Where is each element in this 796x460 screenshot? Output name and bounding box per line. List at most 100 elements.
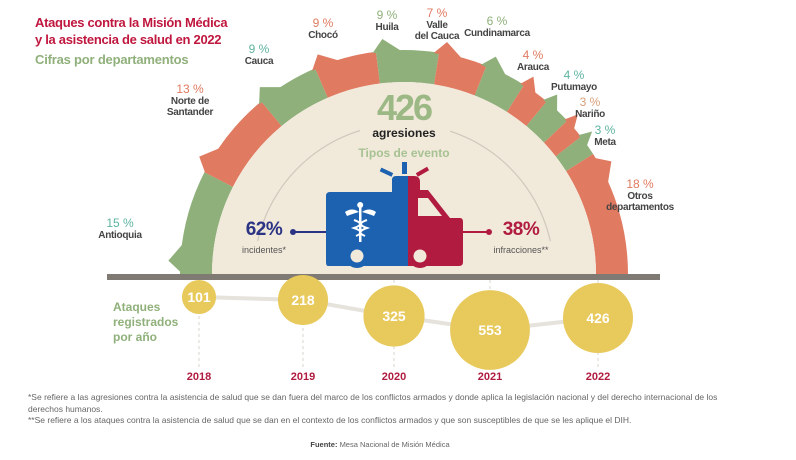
wheel-right-hub	[413, 249, 427, 263]
department-name: Valle	[426, 20, 448, 31]
year-label: 2021	[477, 371, 503, 383]
department-label: 3 % Nariño	[575, 95, 605, 120]
donut-segment-9	[543, 120, 581, 157]
siren-ray-right	[415, 166, 430, 177]
infographic-subtitle: Cifras por departamentos	[35, 52, 189, 67]
department-percent: 9 %	[248, 42, 270, 56]
year-label: 2020	[381, 371, 407, 383]
incidents-share: 62% incidentes*	[242, 220, 286, 258]
donut-segment-4	[375, 50, 440, 85]
department-name: Otros	[627, 191, 653, 202]
department-name: Norte de	[170, 96, 210, 107]
yearly-title-line: registrados	[113, 315, 179, 329]
infractions-dot	[486, 229, 492, 235]
department-label: 13 % Norte de Santander	[167, 83, 214, 118]
year-label: 2019	[290, 371, 316, 383]
department-percent: 6 %	[486, 14, 508, 28]
source-label: Fuente:	[310, 440, 338, 449]
footnote-infractions: **Se refiere a los ataques contra la asi…	[28, 415, 632, 425]
yearly-bubble-chart	[181, 274, 634, 370]
yearly-chart-title: Ataques registrados por año	[113, 300, 178, 345]
department-name: Cauca	[244, 56, 274, 67]
donut-segment-10	[555, 136, 594, 172]
incidents-dot	[290, 229, 296, 235]
donut-segment-5	[434, 52, 487, 96]
department-name: Cundinamarca	[464, 28, 530, 39]
infractions-label: infracciones**	[493, 245, 549, 255]
donut-segment-spike	[199, 148, 220, 173]
donut-segment-7	[506, 84, 547, 127]
infractions-value: 38%	[502, 219, 540, 240]
year-bubble-2022	[562, 282, 634, 354]
department-percent: 4 %	[522, 48, 544, 62]
source-text: Mesa Nacional de Misión Médica	[339, 440, 450, 449]
department-percent: 15 %	[106, 216, 134, 230]
department-name: Huila	[375, 22, 399, 33]
department-label: 7 % Valle del Cauca	[414, 6, 460, 42]
department-name: del Cauca	[414, 31, 460, 42]
department-percent: 3 %	[579, 95, 601, 109]
year-bubble-2018	[181, 279, 217, 315]
department-name: Putumayo	[551, 82, 597, 93]
department-label: 3 % Meta	[594, 124, 616, 148]
year-bubble-value: 325	[382, 308, 406, 324]
title-line-1: Ataques contra la Misión Médica	[35, 15, 228, 30]
year-bubble-value: 218	[291, 292, 315, 308]
department-label: 9 % Cauca	[244, 42, 274, 67]
donut-segment-spike	[543, 94, 558, 112]
department-percent: 9 %	[312, 16, 334, 30]
department-name: Antioquia	[98, 230, 142, 241]
ambulance-window	[418, 198, 442, 216]
footnote-incidents: *Se refiere a las agresiones contra la a…	[28, 392, 718, 414]
donut-segment-11	[566, 153, 628, 274]
yearly-title-line: por año	[113, 330, 157, 344]
donut-segment-spike	[259, 87, 283, 105]
year-bubble-value: 101	[187, 289, 211, 305]
siren-ray-left	[379, 167, 394, 177]
department-name: Meta	[594, 137, 616, 148]
wheel-left-hub	[350, 249, 364, 263]
donut-segment-2	[261, 68, 328, 127]
year-bubble-2019	[277, 274, 329, 326]
donut-segment-spike	[312, 54, 340, 71]
donut-segment-spike	[168, 243, 184, 273]
department-label: 15 % Antioquia	[98, 216, 142, 241]
department-label: 6 % Cundinamarca	[464, 14, 530, 39]
year-label: 2022	[585, 371, 611, 383]
department-label: 9 % Huila	[375, 8, 399, 33]
donut-segment-1	[204, 101, 282, 187]
department-percent: 7 %	[426, 6, 448, 20]
department-name: Chocó	[308, 30, 338, 41]
infographic-title: Ataques contra la Misión Médica y la asi…	[35, 14, 228, 48]
title-line-2: y la asistencia de salud en 2022	[35, 32, 222, 47]
donut-segment-spike	[594, 157, 612, 184]
department-percent: 4 %	[563, 68, 585, 82]
donut-segment-spike	[564, 114, 578, 130]
department-label: 9 % Chocó	[308, 16, 338, 41]
year-bubble-value: 553	[478, 322, 502, 338]
total-aggressions: 426	[376, 87, 433, 128]
yearly-title-line: Ataques	[113, 300, 161, 314]
year-bubble-2020	[363, 285, 425, 347]
donut-segment-0	[180, 172, 233, 274]
donut-segment-6	[474, 65, 525, 112]
source-line: Fuente: Mesa Nacional de Misión Médica	[0, 440, 760, 449]
donut-segment-spike	[480, 56, 506, 76]
donut-segment-8	[526, 101, 568, 143]
donut-segment-spike	[578, 131, 593, 147]
donut-segment-spike	[372, 38, 402, 54]
incidents-value: 62%	[245, 219, 283, 240]
department-half-donut	[168, 38, 628, 274]
year-label: 2018	[186, 371, 212, 383]
baseline-bar	[107, 274, 660, 280]
year-bubble-2021	[450, 290, 530, 370]
department-percent: 9 %	[376, 8, 398, 22]
department-label: 4 % Putumayo	[551, 68, 597, 93]
event-types-label: Tipos de evento	[358, 146, 450, 160]
year-bubble-value: 426	[586, 310, 610, 326]
department-label: 4 % Arauca	[517, 48, 549, 73]
footnotes: *Se refiere a las agresiones contra la a…	[28, 392, 728, 427]
donut-segment-spike	[433, 41, 463, 59]
infractions-share: 38% infracciones**	[493, 220, 548, 258]
total-aggressions-label: agresiones	[372, 126, 436, 140]
